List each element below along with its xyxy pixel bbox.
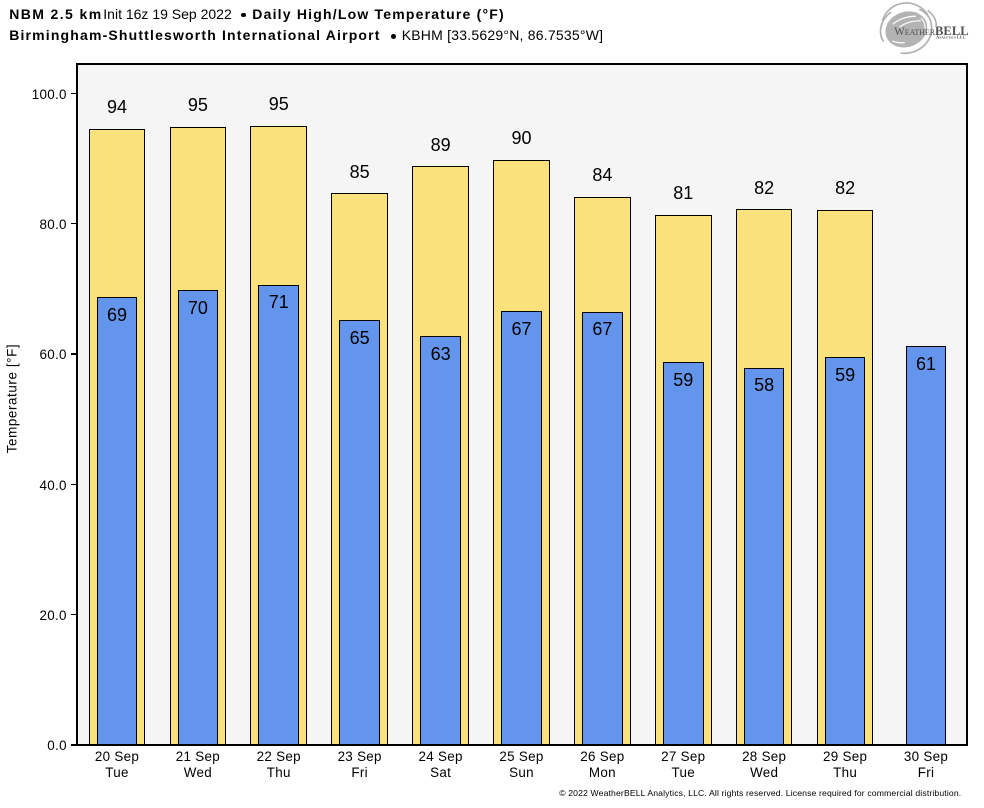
svg-text:ANALYTICS LLC: ANALYTICS LLC <box>936 35 966 40</box>
svg-text:WEATHERBELL: WEATHERBELL <box>894 24 968 38</box>
